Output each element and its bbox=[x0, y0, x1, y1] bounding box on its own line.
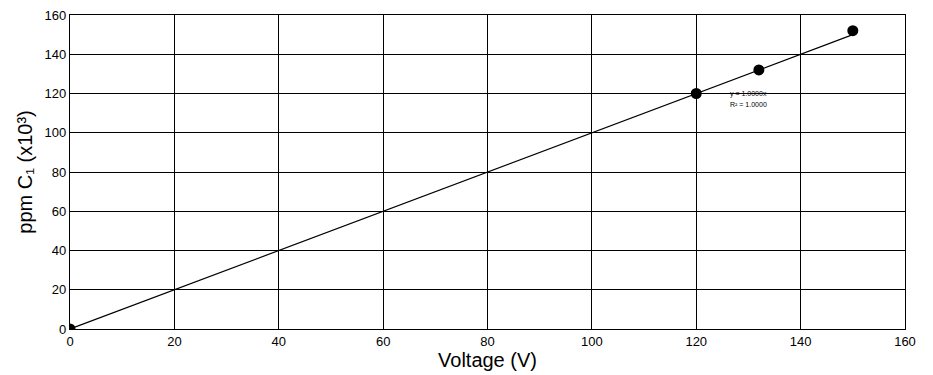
svg-text:0: 0 bbox=[59, 322, 66, 337]
svg-text:R² = 1.0000: R² = 1.0000 bbox=[730, 101, 767, 108]
svg-text:160: 160 bbox=[45, 8, 67, 23]
svg-text:120: 120 bbox=[45, 86, 67, 101]
svg-text:140: 140 bbox=[45, 47, 67, 62]
svg-text:40: 40 bbox=[272, 334, 286, 349]
svg-text:y = 1.0000x: y = 1.0000x bbox=[730, 90, 767, 98]
svg-text:120: 120 bbox=[685, 334, 707, 349]
svg-text:80: 80 bbox=[52, 165, 66, 180]
svg-text:60: 60 bbox=[52, 204, 66, 219]
svg-text:40: 40 bbox=[52, 243, 66, 258]
svg-text:60: 60 bbox=[376, 334, 390, 349]
svg-text:140: 140 bbox=[790, 334, 812, 349]
svg-text:Voltage (V): Voltage (V) bbox=[438, 349, 537, 371]
svg-text:100: 100 bbox=[45, 125, 67, 140]
svg-text:0: 0 bbox=[66, 334, 73, 349]
svg-text:20: 20 bbox=[167, 334, 181, 349]
svg-text:100: 100 bbox=[581, 334, 603, 349]
svg-text:160: 160 bbox=[894, 334, 916, 349]
svg-text:20: 20 bbox=[52, 282, 66, 297]
svg-text:80: 80 bbox=[480, 334, 494, 349]
svg-text:ppm C₁ (x10³): ppm C₁ (x10³) bbox=[14, 110, 36, 233]
